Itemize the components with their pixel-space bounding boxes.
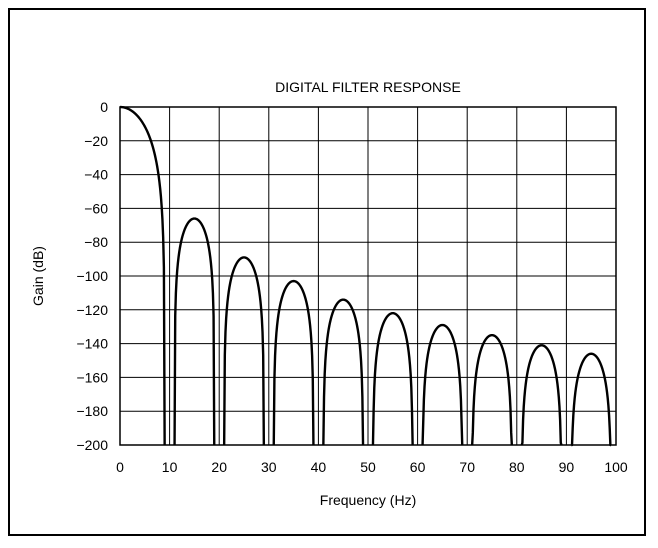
chart-title: DIGITAL FILTER RESPONSE (275, 79, 461, 95)
y-axis-ticks: 0 −20 −40 −60 −80 −100 −120 −140 −160 −180 −200 (76, 99, 108, 453)
x-axis-label: Frequency (Hz) (320, 492, 416, 508)
side-lobe (520, 344, 563, 446)
x-tick-label: 20 (211, 459, 227, 475)
y-axis-label: Gain (dB) (30, 246, 46, 306)
x-axis-ticks: 0 10 20 30 40 50 60 70 80 90 100 (116, 459, 628, 475)
x-tick-label: 50 (360, 459, 376, 475)
y-tick-label: −140 (76, 336, 108, 352)
x-tick-label: 0 (116, 459, 124, 475)
x-tick-label: 80 (509, 459, 525, 475)
side-lobe (421, 323, 464, 446)
x-tick-label: 100 (604, 459, 628, 475)
side-lobe (272, 279, 315, 446)
figure-frame (8, 8, 646, 536)
y-tick-label: −120 (76, 302, 108, 318)
y-tick-label: −180 (76, 403, 108, 419)
y-tick-label: −160 (76, 369, 108, 385)
y-tick-label: −200 (76, 437, 108, 453)
response-curve (119, 105, 612, 447)
y-tick-label: −40 (84, 167, 108, 183)
side-lobe (173, 217, 216, 446)
x-tick-label: 10 (162, 459, 178, 475)
side-lobe (570, 352, 612, 447)
x-tick-label: 60 (410, 459, 426, 475)
main-lobe (119, 105, 166, 446)
x-tick-label: 70 (459, 459, 475, 475)
x-tick-label: 40 (311, 459, 327, 475)
side-lobe (470, 333, 514, 446)
x-tick-label: 30 (261, 459, 277, 475)
grid-lines (119, 106, 617, 446)
y-tick-label: −60 (84, 200, 108, 216)
plot-area-border (119, 106, 617, 446)
side-lobe (371, 311, 414, 446)
y-tick-label: −80 (84, 234, 108, 250)
x-tick-label: 90 (559, 459, 575, 475)
side-lobe (222, 256, 266, 446)
side-lobe (322, 298, 365, 446)
y-tick-label: −100 (76, 268, 108, 284)
y-tick-label: 0 (100, 99, 108, 115)
y-tick-label: −20 (84, 133, 108, 149)
